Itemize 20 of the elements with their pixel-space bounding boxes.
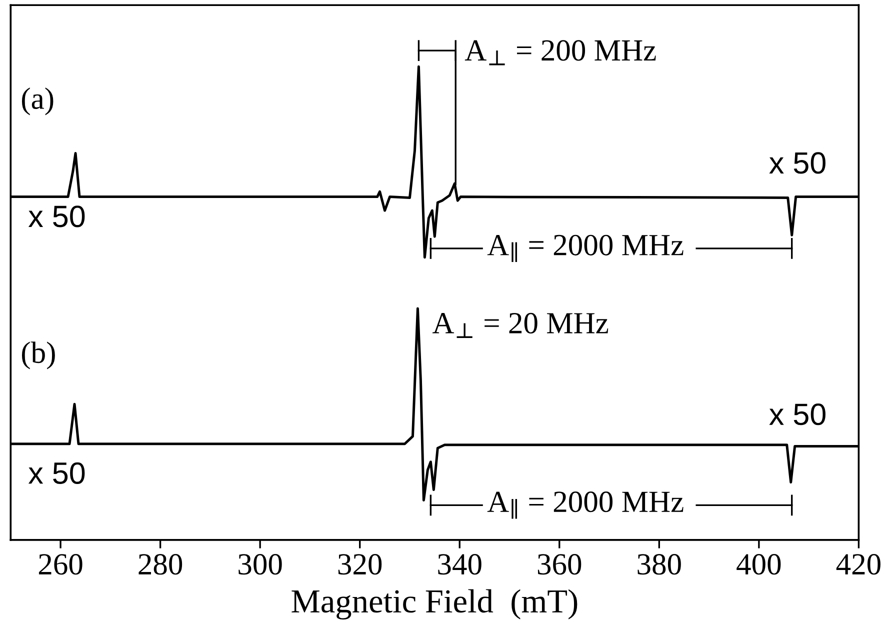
annotation: A$_{⊥}$ = 20 MHz xyxy=(432,312,608,338)
annotation: (b) xyxy=(22,342,55,370)
x-axis-title: Magnetic Field (mT) xyxy=(292,589,578,620)
x-tick-label: 300 xyxy=(238,554,282,575)
annotation: A$_{∥}$ = 2000 MHz xyxy=(487,234,684,262)
annotation: x 50 xyxy=(769,404,826,426)
x-tick-label: 280 xyxy=(138,554,182,575)
x-tick-label: 340 xyxy=(438,554,482,575)
text: A$_{⊥}$ = 200 MHz xyxy=(464,40,656,66)
x-tick-label: 360 xyxy=(538,554,582,575)
x-tick-label: 320 xyxy=(338,554,382,575)
annotation: (a) xyxy=(22,88,54,116)
x-tick-label: 380 xyxy=(638,554,681,575)
annotation: x 50 xyxy=(769,152,826,174)
annotation: A$_{∥}$ = 2000 MHz xyxy=(487,492,684,519)
annotation: x 50 xyxy=(28,462,85,484)
x-tick-label: 400 xyxy=(736,554,781,575)
x-tick-label: 260 xyxy=(38,554,82,575)
annotation: x 50 xyxy=(28,206,85,228)
x-tick-label: 420 xyxy=(836,554,880,575)
